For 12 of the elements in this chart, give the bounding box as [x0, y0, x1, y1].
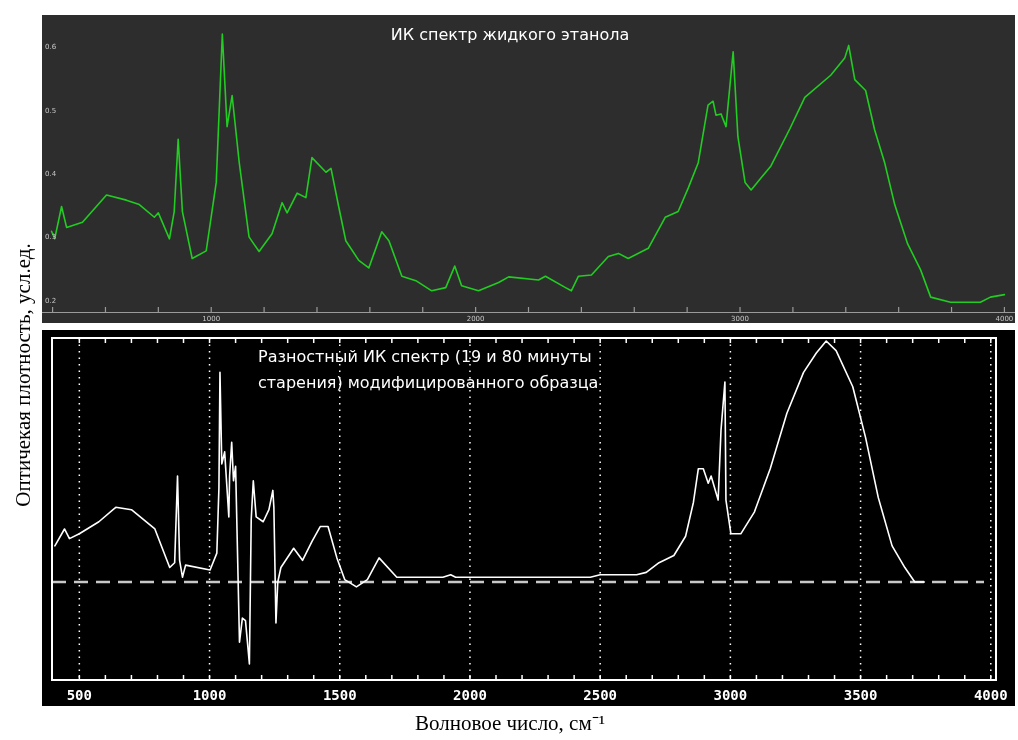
x-tick-label: 4000	[973, 687, 1008, 703]
x-tick-label: 1500	[322, 687, 357, 703]
x-tick-label: 500	[66, 687, 92, 703]
x-tick-label: 1000	[192, 687, 227, 703]
x-tick-label: 3500	[843, 687, 878, 703]
x-axis-title: Волновое число, см⁻¹	[414, 711, 606, 735]
x-tick-label: 3000	[713, 687, 748, 703]
text: ИК спектр жидкого этанола	[390, 25, 630, 44]
x-tick-label: 2500	[583, 687, 618, 703]
text: Разностный ИК спектр (19 и 80 минуты старения) модифицированного образца	[258, 347, 599, 392]
x-tick-label: 2000	[453, 687, 487, 703]
y-axis-title: Оптичекая плотность, усл.ед.	[11, 243, 35, 507]
